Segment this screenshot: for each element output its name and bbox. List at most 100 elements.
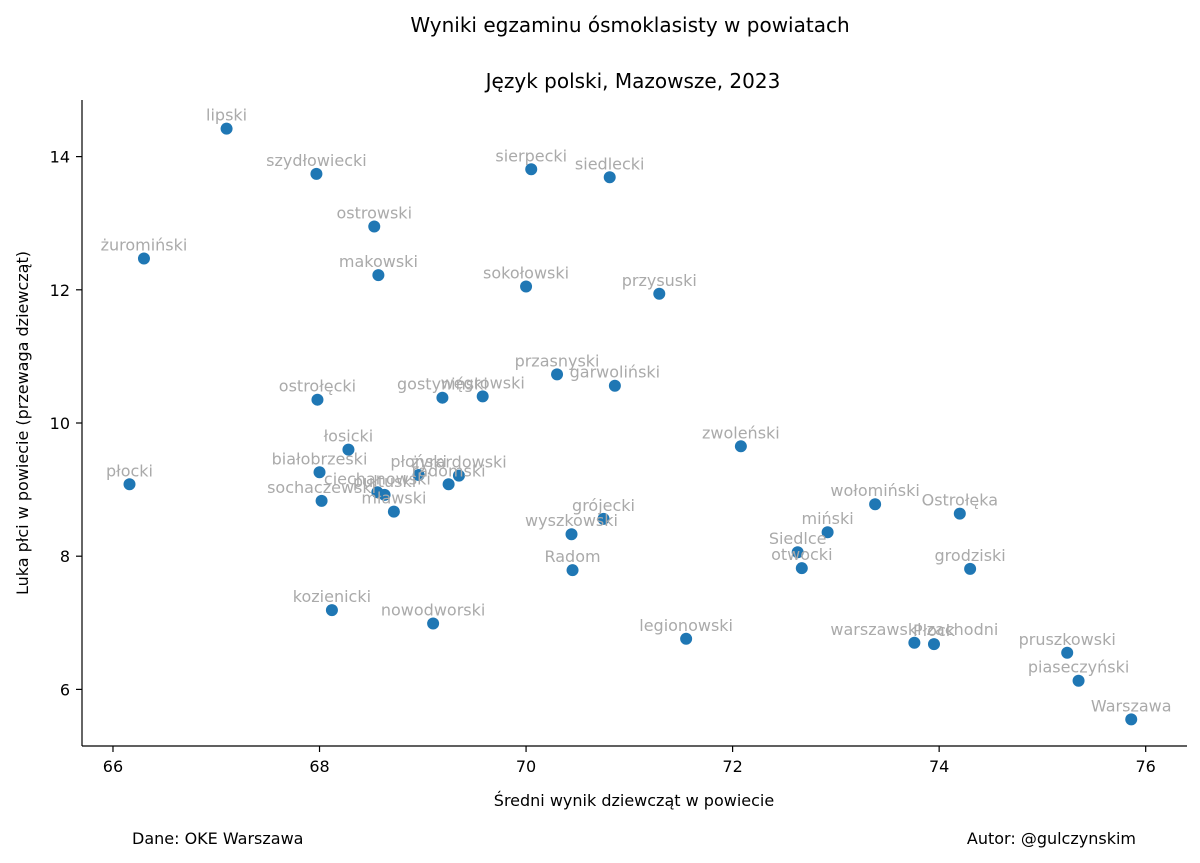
data-point <box>821 526 834 539</box>
data-point <box>412 468 425 481</box>
data-point <box>653 287 666 300</box>
point-label: sierpecki <box>495 146 567 165</box>
data-point <box>325 604 338 617</box>
data-point <box>427 617 440 630</box>
point-label: lipski <box>206 106 247 125</box>
data-point <box>387 505 400 518</box>
author-credit: Autor: @gulczynskim <box>967 829 1136 848</box>
data-point <box>476 390 489 403</box>
data-point <box>342 443 355 456</box>
point-label: siedlecki <box>575 154 645 173</box>
data-point <box>315 494 328 507</box>
data-point <box>313 466 326 479</box>
y-tick-label: 8 <box>60 547 70 566</box>
point-label: garwoliński <box>570 363 661 382</box>
data-point <box>452 469 465 482</box>
point-label: Ostrołęka <box>922 491 998 510</box>
point-label: żyrardowski <box>411 453 507 472</box>
point-label: białobrzeski <box>272 449 368 468</box>
data-point <box>927 638 940 651</box>
point-label: gostyniński <box>397 375 488 394</box>
point-label: węgrowski <box>441 373 525 392</box>
point-label: wołomiński <box>830 481 919 500</box>
data-point <box>597 512 610 525</box>
x-tick-label: 76 <box>1136 757 1156 776</box>
data-point <box>1125 713 1138 726</box>
data-point <box>608 379 621 392</box>
chart-title: Wyniki egzaminu ósmoklasisty w powiatach <box>410 13 849 37</box>
point-label: płocki <box>106 461 153 480</box>
point-label: grodziski <box>935 546 1006 565</box>
data-point <box>565 528 578 541</box>
source-credit: Dane: OKE Warszawa <box>132 829 303 848</box>
data-point <box>442 478 455 491</box>
point-label: radomski <box>412 461 486 480</box>
chart-subtitle: Język polski, Mazowsze, 2023 <box>484 69 781 93</box>
labels-layer: lipski szydłowiecki sierpecki siedlecki ostr… <box>101 106 1172 716</box>
point-label: zwoleński <box>702 423 780 442</box>
data-point <box>525 163 538 176</box>
data-point <box>310 167 323 180</box>
point-label: kozienicki <box>293 587 371 606</box>
point-label: grójecki <box>572 496 635 515</box>
point-label: łosicki <box>324 427 374 446</box>
data-point <box>1061 646 1074 659</box>
data-point <box>680 632 693 645</box>
y-tick-label: 12 <box>50 281 70 300</box>
point-label: pruszkowski <box>1019 630 1116 649</box>
point-label: piaseczyński <box>1028 658 1129 677</box>
data-point <box>520 280 533 293</box>
x-ticks: 66 68 70 72 74 76 <box>103 746 1156 776</box>
data-point <box>372 269 385 282</box>
data-point <box>123 478 136 491</box>
data-point <box>436 391 449 404</box>
point-label: przysuski <box>622 271 697 290</box>
x-tick-label: 74 <box>929 757 949 776</box>
data-point <box>908 636 921 649</box>
point-label: ciechanowski <box>324 469 431 488</box>
x-tick-label: 72 <box>722 757 742 776</box>
data-point <box>311 393 324 406</box>
x-tick-label: 68 <box>309 757 329 776</box>
point-label: wyszkowski <box>525 511 618 530</box>
point-label: sokołowski <box>483 263 569 282</box>
data-point <box>791 546 804 559</box>
data-point <box>603 171 616 184</box>
x-axis-label: Średni wynik dziewcząt w powiecie <box>494 791 774 810</box>
point-label: sochaczewski <box>267 478 376 497</box>
point-label: przasnyski <box>515 351 600 370</box>
y-tick-label: 6 <box>60 680 70 699</box>
data-point <box>1072 674 1085 687</box>
point-label: mławski <box>361 489 426 508</box>
y-tick-label: 14 <box>50 148 70 167</box>
data-point <box>795 562 808 575</box>
point-label: nowodworski <box>381 600 485 619</box>
data-point <box>378 488 391 501</box>
data-point <box>953 507 966 520</box>
data-point <box>220 122 233 135</box>
axes <box>81 100 1187 747</box>
point-label: płoński <box>390 452 447 471</box>
point-label: pułtuski <box>353 472 416 491</box>
data-point <box>869 498 882 511</box>
point-label: warszawski zachodni <box>830 620 998 639</box>
point-label: żuromiński <box>101 236 188 255</box>
data-point <box>734 440 747 453</box>
point-label: legionowski <box>639 616 733 635</box>
points-layer <box>123 122 1138 726</box>
x-tick-label: 66 <box>103 757 123 776</box>
point-label: miński <box>802 509 854 528</box>
point-label: szydłowiecki <box>266 151 367 170</box>
data-point <box>551 368 564 381</box>
point-label: Radom <box>544 547 600 566</box>
x-tick-label: 70 <box>516 757 536 776</box>
data-point <box>137 252 150 265</box>
point-label: Siedlce <box>769 529 827 548</box>
point-label: Warszawa <box>1091 696 1172 715</box>
point-label: otwocki <box>771 545 832 564</box>
y-ticks: 6 8 10 12 14 <box>50 148 82 699</box>
point-label: Płock <box>913 621 956 640</box>
data-point <box>566 564 579 577</box>
y-tick-label: 10 <box>50 414 70 433</box>
